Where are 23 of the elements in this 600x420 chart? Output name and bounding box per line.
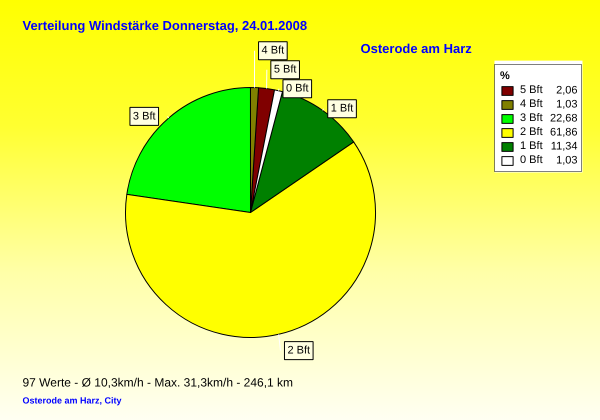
slice-label: 1 Bft <box>330 102 354 115</box>
text: 97 Werte - Ø 10,3km/h - Max. 31,3km/h - 246,1 km <box>22 376 294 390</box>
text: Osterode am Harz, City <box>22 396 122 406</box>
slice-label: 0 Bft <box>286 82 309 95</box>
legend-label: 3 Bft <box>520 112 543 124</box>
data-label: 11,34 <box>550 140 578 153</box>
chart-title: Verteilung Windstärke Donnerstag, 24.01.2008 <box>22 18 308 33</box>
legend-label: 4 Bft <box>520 98 543 110</box>
chart-subtitle: Osterode am Harz <box>360 41 472 56</box>
data-label: 1,03 <box>556 98 578 111</box>
data-label: 22,68 <box>550 112 578 125</box>
data-label: 2,06 <box>556 84 578 97</box>
slice-label: 2 Bft <box>287 344 310 357</box>
legend-label: 1 Bft <box>520 140 543 152</box>
slice-label: 3 Bft <box>132 110 156 122</box>
legend-title: % <box>500 70 511 82</box>
legend-label: 2 Bft <box>520 126 543 138</box>
slice-label: 5 Bft <box>274 64 296 76</box>
slice-label: 4 Bft <box>262 44 284 57</box>
data-label: 1,03 <box>556 154 578 167</box>
legend-label: 0 Bft <box>520 154 543 166</box>
legend-label: 5 Bft <box>520 84 543 96</box>
data-label: 61,86 <box>550 126 578 139</box>
